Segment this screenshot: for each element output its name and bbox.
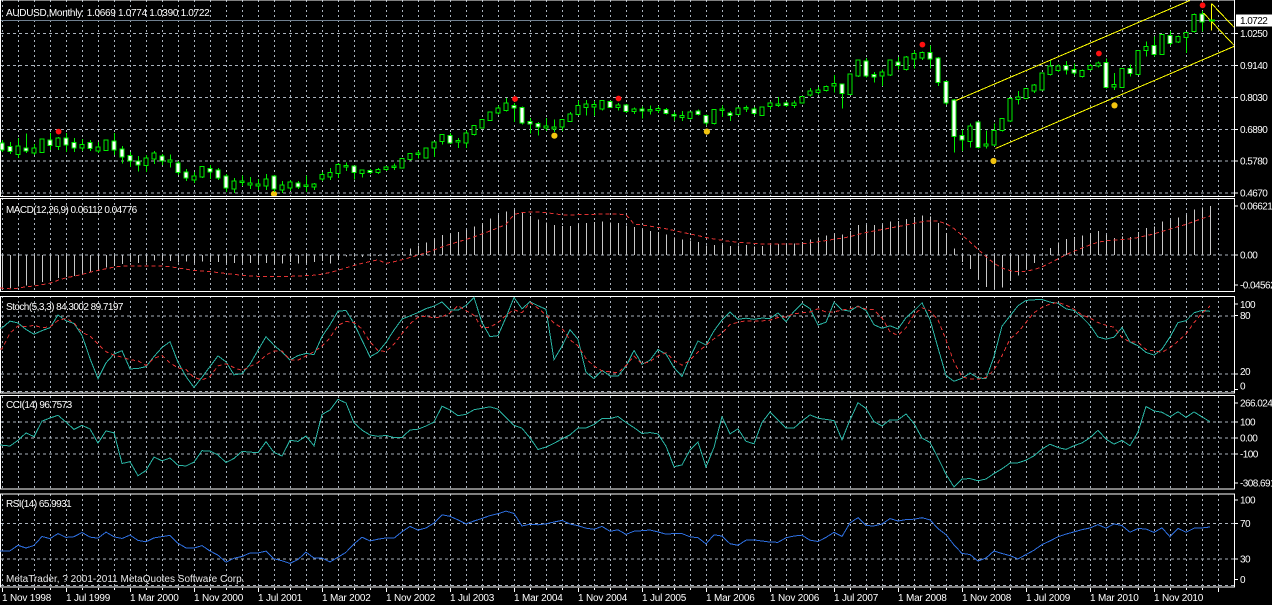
svg-text:1 Mar 2000: 1 Mar 2000 (130, 593, 179, 604)
svg-text:1 Mar 2002: 1 Mar 2002 (322, 593, 371, 604)
svg-text:-100: -100 (1240, 449, 1259, 460)
svg-text:266.024: 266.024 (1240, 398, 1272, 409)
svg-text:0.6890: 0.6890 (1240, 125, 1268, 136)
svg-text:100: 100 (1240, 417, 1256, 428)
svg-text:1 Jul 2003: 1 Jul 2003 (450, 593, 495, 604)
svg-text:MetaTrader, ? 2001-2011 MetaQu: MetaTrader, ? 2001-2011 MetaQuotes Softw… (6, 574, 244, 585)
svg-text:0.9140: 0.9140 (1240, 61, 1268, 72)
svg-text:1 Jul 2007: 1 Jul 2007 (834, 593, 879, 604)
svg-text:1 Nov 1998: 1 Nov 1998 (2, 593, 52, 604)
svg-text:1 Nov 2006: 1 Nov 2006 (770, 593, 820, 604)
svg-text:CCI(14) 96.7573: CCI(14) 96.7573 (6, 400, 73, 411)
svg-text:0.8030: 0.8030 (1240, 93, 1268, 104)
svg-text:0: 0 (1240, 382, 1246, 393)
svg-text:0.00: 0.00 (1240, 433, 1258, 444)
svg-text:0.00: 0.00 (1240, 251, 1258, 262)
svg-text:Stoch(5,3,3) 84.3002 89.7197: Stoch(5,3,3) 84.3002 89.7197 (6, 302, 124, 313)
svg-text:1 Nov 2000: 1 Nov 2000 (194, 593, 244, 604)
svg-text:1.0250: 1.0250 (1240, 29, 1268, 40)
svg-text:1 Jul 1999: 1 Jul 1999 (66, 593, 111, 604)
svg-text:1 Nov 2008: 1 Nov 2008 (962, 593, 1012, 604)
svg-text:MACD(12,26,9) 0.06112 0.04776: MACD(12,26,9) 0.06112 0.04776 (6, 205, 138, 216)
svg-text:-0.04562: -0.04562 (1240, 280, 1272, 291)
svg-text:1 Mar 2008: 1 Mar 2008 (898, 593, 947, 604)
svg-text:1 Mar 2004: 1 Mar 2004 (514, 593, 563, 604)
svg-text:1.0722: 1.0722 (1240, 16, 1268, 27)
svg-text:1 Nov 2002: 1 Nov 2002 (386, 593, 436, 604)
svg-text:1 Mar 2006: 1 Mar 2006 (706, 593, 755, 604)
svg-text:1 Jul 2005: 1 Jul 2005 (642, 593, 687, 604)
svg-text:70: 70 (1240, 519, 1251, 530)
svg-text:1 Nov 2004: 1 Nov 2004 (578, 593, 628, 604)
svg-text:1 Jul 2009: 1 Jul 2009 (1026, 593, 1071, 604)
svg-text:100: 100 (1240, 496, 1256, 507)
svg-text:80: 80 (1240, 311, 1251, 322)
svg-text:-308.691: -308.691 (1240, 479, 1272, 490)
svg-text:30: 30 (1240, 554, 1251, 565)
svg-text:1 Mar 2010: 1 Mar 2010 (1090, 593, 1139, 604)
svg-text:AUDUSD,Monthly 1.0669 1.0774: AUDUSD,Monthly 1.0669 1.0774 1.0390 1.07… (6, 8, 210, 19)
svg-text:0.4670: 0.4670 (1240, 189, 1268, 200)
svg-text:0.06621: 0.06621 (1240, 201, 1272, 212)
svg-text:100: 100 (1240, 300, 1256, 311)
svg-text:0.5780: 0.5780 (1240, 157, 1268, 168)
svg-text:1 Jul 2001: 1 Jul 2001 (258, 593, 303, 604)
svg-text:RSI(14) 65.9931: RSI(14) 65.9931 (6, 499, 72, 510)
svg-text:20: 20 (1240, 367, 1251, 378)
svg-text:1 Nov 2010: 1 Nov 2010 (1154, 593, 1204, 604)
svg-text:0: 0 (1240, 575, 1246, 586)
